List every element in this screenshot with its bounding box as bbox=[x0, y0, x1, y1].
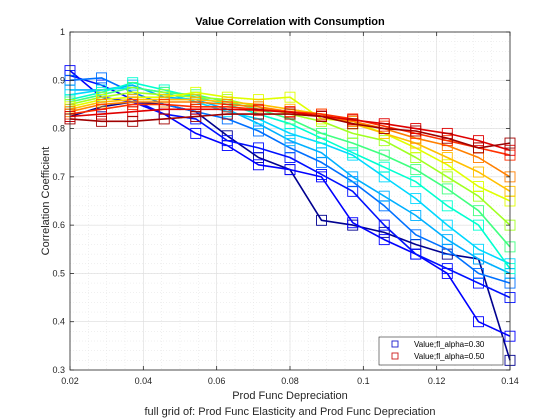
data-point bbox=[378, 135, 390, 147]
legend-label-alpha-050: Value;fl_alpha=0.50 bbox=[414, 352, 485, 361]
series-line bbox=[69, 91, 511, 202]
data-point bbox=[473, 166, 484, 178]
data-point bbox=[441, 152, 453, 163]
data-point bbox=[378, 123, 390, 135]
legend-marker-alpha-030 bbox=[391, 340, 399, 348]
data-point bbox=[284, 142, 296, 154]
data-point bbox=[316, 111, 327, 122]
data-point bbox=[410, 248, 422, 260]
data-point bbox=[473, 243, 484, 255]
data-point bbox=[96, 115, 107, 127]
data-point bbox=[347, 118, 359, 130]
data-point bbox=[253, 142, 264, 154]
legend-marker-alpha-050 bbox=[391, 352, 399, 360]
data-point bbox=[96, 108, 107, 120]
figure-caption: full grid of: Prod Func Elasticity and P… bbox=[144, 406, 435, 418]
legend-label-alpha-030: Value;fl_alpha=0.30 bbox=[414, 340, 485, 349]
x-tick-label: 0.06 bbox=[208, 376, 226, 386]
legend-box bbox=[378, 336, 504, 366]
x-tick-label: 0.12 bbox=[428, 376, 446, 386]
data-point bbox=[316, 214, 327, 226]
data-point bbox=[316, 168, 327, 180]
data-point bbox=[190, 127, 202, 139]
data-point bbox=[410, 176, 422, 188]
data-point bbox=[347, 171, 359, 183]
data-point bbox=[284, 135, 296, 147]
y-tick-label: 0.6 bbox=[52, 220, 65, 230]
ticks: 0.02 0.04 0.06 0.08 0.1 0.12 0.14 0.3 0.4 0.5 0.6 0… bbox=[52, 27, 518, 386]
series-layer bbox=[64, 65, 516, 366]
x-axis-label: Prod Func Depreciation bbox=[232, 390, 348, 402]
y-tick-label: 0.5 bbox=[52, 268, 65, 278]
data-point bbox=[127, 115, 139, 127]
data-point bbox=[190, 111, 202, 122]
data-point bbox=[441, 200, 453, 212]
x-tick-label: 0.04 bbox=[135, 376, 153, 386]
data-point bbox=[253, 125, 264, 137]
y-tick-label: 1 bbox=[60, 27, 65, 37]
chart-title: Value Correlation with Consumption bbox=[195, 16, 385, 28]
data-point bbox=[378, 190, 390, 202]
data-point bbox=[378, 219, 390, 231]
legend[interactable]: Value;fl_alpha=0.30 Value;fl_alpha=0.50 bbox=[378, 336, 504, 366]
series-line bbox=[69, 69, 511, 337]
data-point bbox=[378, 149, 390, 161]
data-point bbox=[441, 219, 453, 231]
data-point bbox=[473, 142, 484, 154]
data-point bbox=[284, 108, 296, 120]
data-point bbox=[96, 72, 107, 84]
data-point bbox=[221, 108, 233, 120]
series-line bbox=[69, 113, 511, 149]
data-point bbox=[221, 135, 233, 147]
data-point bbox=[410, 164, 422, 176]
x-tick-label: 0.08 bbox=[281, 376, 299, 386]
y-axis-label: Correlation Coefficient bbox=[40, 147, 52, 256]
data-point bbox=[284, 91, 296, 103]
y-tick-label: 0.3 bbox=[52, 365, 65, 375]
data-point bbox=[473, 181, 484, 192]
data-point bbox=[347, 217, 359, 229]
data-point bbox=[473, 205, 484, 217]
series-line bbox=[69, 108, 511, 152]
y-tick-label: 0.8 bbox=[52, 124, 65, 134]
x-tick-label: 0.02 bbox=[61, 376, 79, 386]
series-15 bbox=[64, 108, 516, 154]
y-tick-label: 0.9 bbox=[52, 75, 65, 85]
data-point bbox=[316, 127, 327, 139]
data-point bbox=[378, 226, 390, 238]
x-tick-label: 0.14 bbox=[501, 376, 519, 386]
data-point bbox=[127, 98, 139, 110]
data-point bbox=[441, 159, 453, 171]
data-point bbox=[253, 108, 264, 120]
data-point bbox=[441, 183, 453, 195]
y-tick-label: 0.4 bbox=[52, 317, 65, 327]
data-point bbox=[378, 161, 390, 173]
data-point bbox=[158, 113, 170, 125]
data-point bbox=[473, 267, 484, 279]
data-point bbox=[441, 132, 453, 144]
data-point bbox=[410, 210, 422, 221]
data-point bbox=[441, 263, 453, 275]
data-point bbox=[410, 125, 422, 137]
data-point bbox=[378, 234, 390, 246]
data-point bbox=[410, 229, 422, 241]
data-point bbox=[410, 193, 422, 205]
data-point bbox=[473, 135, 484, 147]
data-point bbox=[253, 159, 264, 171]
x-tick-label: 0.1 bbox=[357, 376, 370, 386]
data-point bbox=[190, 103, 202, 115]
data-point bbox=[441, 234, 453, 246]
data-point bbox=[441, 171, 453, 183]
data-point bbox=[284, 164, 296, 176]
y-tick-label: 0.7 bbox=[52, 172, 65, 182]
data-point bbox=[473, 316, 484, 328]
data-point bbox=[473, 219, 484, 231]
